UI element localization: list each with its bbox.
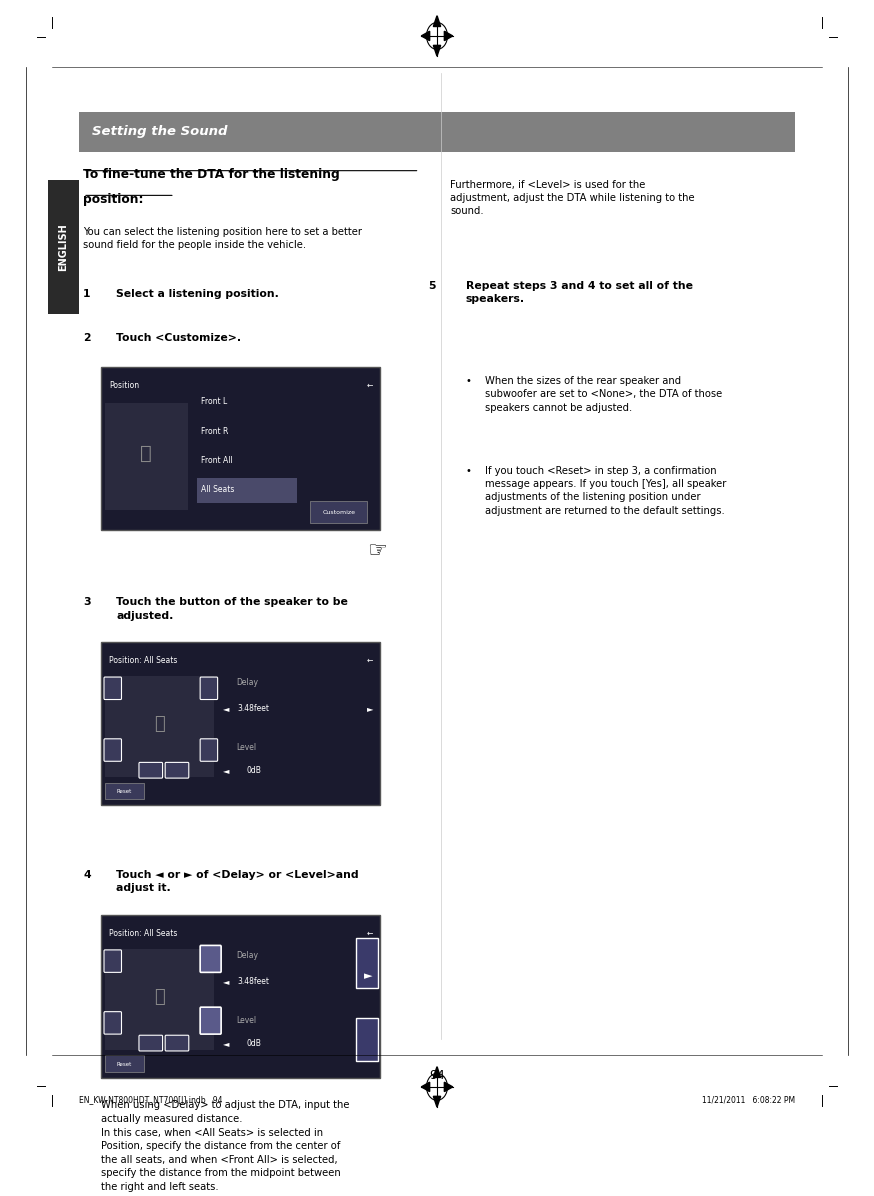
Text: 94: 94: [429, 1069, 445, 1082]
Text: ←: ←: [367, 655, 373, 665]
FancyBboxPatch shape: [165, 762, 189, 779]
FancyBboxPatch shape: [104, 950, 121, 972]
Text: Reset: Reset: [116, 789, 132, 794]
Text: Setting the Sound: Setting the Sound: [92, 126, 227, 139]
Text: Touch ◄ or ► of <Delay> or <Level>and
adjust it.: Touch ◄ or ► of <Delay> or <Level>and ad…: [116, 871, 359, 893]
FancyBboxPatch shape: [356, 938, 378, 988]
Polygon shape: [444, 31, 453, 41]
Text: ☞: ☞: [367, 542, 387, 561]
Text: Position: All Seats: Position: All Seats: [109, 928, 177, 938]
Text: When the sizes of the rear speaker and
subwoofer are set to <None>, the DTA of t: When the sizes of the rear speaker and s…: [485, 377, 722, 413]
Polygon shape: [434, 1097, 440, 1107]
Text: To fine-tune the DTA for the listening: To fine-tune the DTA for the listening: [83, 169, 340, 182]
Text: Customize: Customize: [323, 509, 356, 514]
FancyBboxPatch shape: [105, 782, 144, 799]
Polygon shape: [434, 45, 440, 56]
FancyBboxPatch shape: [165, 1036, 189, 1051]
Text: ◄: ◄: [223, 704, 229, 713]
FancyBboxPatch shape: [356, 1019, 378, 1061]
FancyBboxPatch shape: [104, 1012, 121, 1035]
Text: 🚗: 🚗: [140, 444, 152, 463]
Text: 3.48feet: 3.48feet: [238, 704, 269, 713]
Text: Position: All Seats: Position: All Seats: [109, 655, 177, 665]
FancyBboxPatch shape: [104, 739, 121, 762]
Text: ←: ←: [367, 380, 373, 390]
Text: •: •: [466, 377, 472, 386]
FancyBboxPatch shape: [104, 677, 121, 700]
Text: You can select the listening position here to set a better
sound field for the p: You can select the listening position he…: [83, 227, 362, 250]
Polygon shape: [421, 1082, 430, 1092]
Text: 11/21/2011   6:08:22 PM: 11/21/2011 6:08:22 PM: [702, 1096, 795, 1105]
FancyBboxPatch shape: [105, 403, 188, 509]
Text: 5: 5: [428, 281, 436, 291]
Text: ◄: ◄: [223, 977, 229, 986]
Text: 0dB: 0dB: [246, 1038, 261, 1048]
Text: ENGLISH: ENGLISH: [59, 224, 68, 271]
Text: 0dB: 0dB: [246, 765, 261, 775]
Text: Repeat steps 3 and 4 to set all of the
speakers.: Repeat steps 3 and 4 to set all of the s…: [466, 281, 693, 304]
FancyBboxPatch shape: [139, 1036, 163, 1051]
FancyBboxPatch shape: [48, 179, 79, 315]
Text: 🚗: 🚗: [154, 715, 164, 733]
Polygon shape: [421, 31, 430, 41]
Text: All Seats: All Seats: [201, 486, 234, 494]
Text: 1: 1: [83, 288, 91, 299]
FancyBboxPatch shape: [200, 739, 218, 762]
FancyBboxPatch shape: [105, 1055, 144, 1073]
Text: 3: 3: [83, 597, 91, 608]
FancyBboxPatch shape: [101, 367, 380, 530]
FancyBboxPatch shape: [105, 676, 214, 777]
FancyBboxPatch shape: [101, 915, 380, 1078]
FancyBboxPatch shape: [105, 948, 214, 1050]
Text: Delay: Delay: [236, 951, 258, 960]
Text: ◄: ◄: [223, 765, 229, 775]
FancyBboxPatch shape: [310, 501, 367, 523]
FancyBboxPatch shape: [101, 642, 380, 805]
Text: ►: ►: [364, 971, 373, 981]
Text: Reset: Reset: [116, 1062, 132, 1067]
FancyBboxPatch shape: [139, 762, 163, 779]
Text: Front All: Front All: [201, 456, 232, 465]
Text: When using <Delay> to adjust the DTA, input the
actually measured distance.
In t: When using <Delay> to adjust the DTA, in…: [101, 1100, 349, 1192]
Text: Level: Level: [236, 1017, 256, 1025]
Text: Front L: Front L: [201, 397, 227, 407]
Text: ←: ←: [367, 928, 373, 938]
Text: Touch the button of the speaker to be
adjusted.: Touch the button of the speaker to be ad…: [116, 597, 348, 621]
FancyBboxPatch shape: [197, 478, 297, 504]
Text: EN_KW-NT800HDT_NT700[J].indb   94: EN_KW-NT800HDT_NT700[J].indb 94: [79, 1096, 222, 1105]
Text: ◄: ◄: [223, 1038, 229, 1048]
Text: Front R: Front R: [201, 427, 228, 435]
Polygon shape: [444, 1082, 453, 1092]
FancyBboxPatch shape: [200, 677, 218, 700]
Text: Position: Position: [109, 380, 139, 390]
Text: Select a listening position.: Select a listening position.: [116, 288, 279, 299]
Text: If you touch <Reset> in step 3, a confirmation
message appears. If you touch [Ye: If you touch <Reset> in step 3, a confir…: [485, 466, 726, 515]
Polygon shape: [434, 16, 440, 26]
Text: Delay: Delay: [236, 678, 258, 688]
Text: 3.48feet: 3.48feet: [238, 977, 269, 986]
Text: 🚗: 🚗: [154, 988, 164, 1006]
Text: position:: position:: [83, 193, 143, 206]
FancyBboxPatch shape: [79, 112, 795, 152]
Text: 2: 2: [83, 334, 91, 343]
Text: •: •: [466, 466, 472, 476]
FancyBboxPatch shape: [200, 1007, 221, 1035]
FancyBboxPatch shape: [200, 945, 221, 972]
Text: ►: ►: [367, 704, 373, 713]
Text: 4: 4: [83, 871, 91, 880]
Polygon shape: [434, 1067, 440, 1078]
Text: Level: Level: [236, 743, 256, 752]
Text: Furthermore, if <Level> is used for the
adjustment, adjust the DTA while listeni: Furthermore, if <Level> is used for the …: [450, 179, 695, 216]
Text: Touch <Customize>.: Touch <Customize>.: [116, 334, 241, 343]
